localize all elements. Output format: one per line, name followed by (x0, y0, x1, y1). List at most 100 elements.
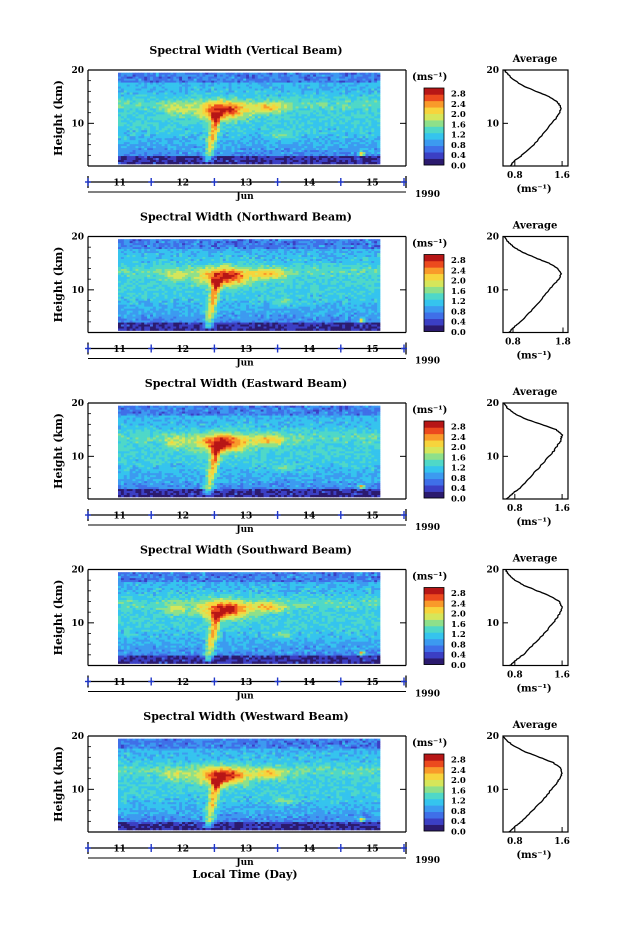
heatmap-cell (164, 239, 168, 242)
heatmap-cell (257, 134, 261, 137)
heatmap-cell (304, 74, 308, 77)
heatmap-cell (260, 144, 264, 147)
heatmap-cell (359, 120, 363, 123)
heatmap-cell (187, 130, 192, 133)
heatmap-cell (161, 140, 165, 143)
heatmap-cell (266, 98, 270, 101)
heatmap-cell (199, 247, 203, 250)
heatmap-cell (371, 146, 375, 149)
heatmap-cell (237, 118, 241, 121)
heatmap-cell (158, 80, 163, 83)
heatmap-cell (176, 162, 180, 165)
heatmap-cell (342, 78, 346, 81)
heatmap-cell (243, 104, 247, 107)
heatmap-cell (374, 126, 378, 129)
heatmap-cell (152, 241, 157, 244)
heatmap-cell (173, 108, 177, 111)
heatmap-cell (330, 74, 334, 77)
heatmap-cell (333, 152, 337, 155)
heatmap-cell (243, 106, 247, 109)
heatmap-cell (313, 80, 317, 83)
heatmap-cell (333, 146, 337, 149)
heatmap-cell (324, 239, 328, 242)
heatmap-cell (310, 162, 314, 165)
heatmap-cell (187, 134, 192, 137)
x-tick-label: 15 (366, 179, 379, 189)
heatmap-cell (307, 162, 311, 165)
heatmap-cell (377, 82, 381, 85)
heatmap-cell (327, 142, 331, 145)
heatmap-cell (182, 251, 186, 254)
heatmap-cell (132, 112, 136, 115)
heatmap-cell (231, 78, 235, 81)
heatmap-cell (182, 92, 186, 95)
heatmap-cell (120, 72, 125, 76)
heatmap-cell (272, 106, 276, 109)
colorbar-segment (424, 120, 444, 127)
heatmap-cell (365, 94, 369, 97)
heatmap-cell (170, 74, 174, 77)
heatmap-cell (281, 116, 285, 119)
heatmap-cell (298, 72, 302, 76)
heatmap-cell (182, 104, 186, 107)
heatmap-cell (374, 108, 378, 111)
heatmap-cell (219, 96, 224, 99)
heatmap-cell (353, 243, 358, 246)
heatmap-cell (350, 100, 355, 103)
heatmap-cell (216, 86, 221, 89)
heatmap-cell (342, 94, 346, 97)
heatmap-cell (333, 162, 337, 165)
heatmap-cell (254, 108, 259, 111)
heatmap-cell (170, 94, 174, 97)
heatmap-cell (315, 140, 320, 143)
heatmap-cell (362, 106, 366, 109)
heatmap-cell (123, 74, 128, 77)
heatmap-cell (350, 126, 355, 129)
heatmap-cell (225, 152, 229, 155)
heatmap-cell (327, 120, 331, 123)
heatmap-cell (301, 72, 305, 76)
heatmap-cell (257, 162, 261, 165)
heatmap-cell (216, 106, 221, 109)
heatmap-cell (251, 150, 256, 153)
heatmap-cell (371, 100, 375, 103)
heatmap-cell (164, 156, 168, 159)
heatmap-cell (190, 140, 195, 143)
heatmap-cell (231, 82, 235, 85)
heatmap-cell (243, 80, 247, 83)
heatmap-cell (214, 96, 218, 99)
heatmap-cell (179, 154, 183, 157)
heatmap-cell (251, 158, 256, 161)
heatmap-cell (345, 251, 349, 254)
heatmap-cell (301, 144, 305, 147)
heatmap-cell (167, 92, 171, 95)
heatmap-cell (336, 108, 340, 111)
heatmap-cell (368, 90, 372, 93)
heatmap-cell (278, 152, 282, 155)
heatmap-cell (123, 140, 128, 143)
heatmap-cell (254, 148, 259, 151)
heatmap-cell (278, 245, 282, 248)
heatmap-cell (243, 122, 247, 125)
heatmap-cell (144, 247, 148, 250)
heatmap-cell (257, 120, 261, 123)
heatmap-cell (342, 72, 346, 76)
heatmap-cell (237, 154, 241, 157)
heatmap-cell (164, 74, 168, 77)
heatmap-cell (222, 243, 227, 246)
heatmap-cell (353, 80, 358, 83)
heatmap-cell (347, 138, 352, 141)
heatmap-cell (152, 243, 157, 246)
heatmap-cell (225, 132, 229, 135)
heatmap-cell (275, 158, 279, 161)
heatmap-cell (211, 110, 215, 113)
heatmap-cell (240, 116, 244, 119)
heatmap-cell (199, 80, 203, 83)
heatmap-cell (187, 156, 192, 159)
heatmap-cell (289, 136, 294, 139)
heatmap-cell (281, 86, 285, 89)
heatmap-cell (342, 102, 346, 105)
heatmap-cell (182, 96, 186, 99)
heatmap-cell (350, 132, 355, 135)
heatmap-cell (202, 247, 206, 250)
